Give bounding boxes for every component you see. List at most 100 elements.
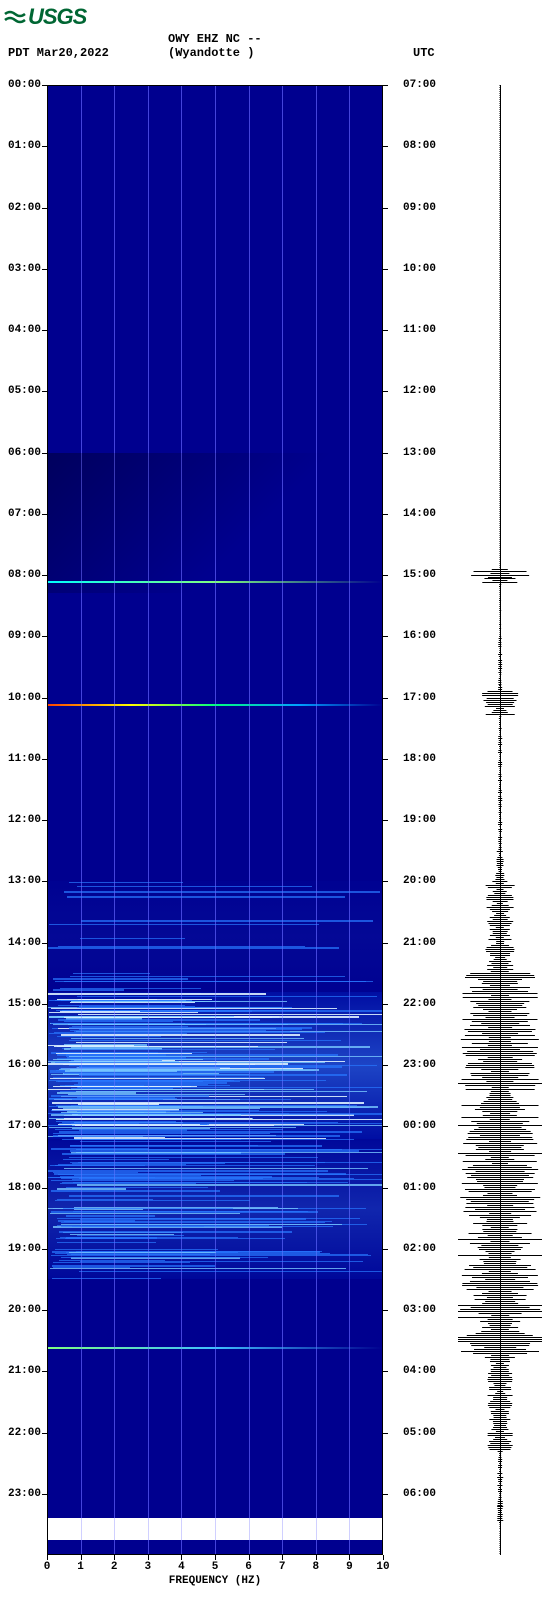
trace-spike [498,682,501,683]
trace-spike [500,463,501,464]
trace-spike [475,1209,525,1210]
trace-spike [500,167,501,168]
trace-spike [489,923,512,924]
trace-spike [499,776,502,777]
trace-spike [461,1039,539,1040]
x-axis-title: FREQUENCY (HZ) [169,1575,261,1587]
left-hour-label: 21:00 [8,1365,41,1377]
grid-line [249,85,250,1555]
trace-spike [466,1139,533,1140]
right-time-axis: 07:0008:0009:0010:0011:0012:0013:0014:00… [383,85,453,1555]
trace-spike [499,670,501,671]
trace-spike [498,824,502,825]
trace-spike [500,181,501,182]
trace-spike [497,863,503,864]
noise-streak [77,1184,383,1186]
trace-spike [462,1283,537,1284]
trace-spike [500,395,501,396]
trace-spike [465,977,535,978]
trace-spike [487,907,514,908]
header-station: OWY EHZ NC -- [168,32,262,46]
trace-spike [480,1321,520,1322]
grid-line [349,85,350,1555]
trace-spike [468,1063,532,1064]
trace-spike [500,489,501,490]
trace-spike [482,1327,518,1328]
trace-spike [500,297,501,298]
trace-spike [500,465,501,466]
trace-spike [492,569,508,570]
trace-spike [481,1023,519,1024]
left-hour-label: 05:00 [8,385,41,397]
x-tick [47,1555,48,1560]
trace-spike [500,437,501,438]
trace-spike [500,509,501,510]
left-hour-label: 18:00 [8,1182,41,1194]
trace-spike [486,1251,515,1252]
trace-spike [500,359,501,360]
trace-spike [491,1375,509,1376]
trace-spike [500,201,501,202]
trace-spike [500,135,501,136]
trace-spike [491,1091,509,1092]
trace-spike [488,1057,513,1058]
x-tick [383,1555,384,1560]
trace-spike [474,1129,526,1130]
left-tick [42,1065,47,1066]
trace-spike [500,253,501,254]
trace-spike [500,557,501,558]
right-tick [383,146,388,147]
trace-spike [500,323,501,324]
trace-spike [500,207,501,208]
trace-spike [500,559,501,560]
noise-streak [79,1001,205,1002]
x-tick-label: 1 [77,1561,84,1573]
trace-spike [498,766,501,767]
trace-spike [500,183,501,184]
trace-spike [499,831,502,832]
trace-spike [499,594,500,595]
trace-spike [489,1141,511,1142]
trace-spike [480,1217,520,1218]
trace-spike [500,153,501,154]
amplitude-trace [455,85,545,1555]
trace-spike [499,820,501,821]
trace-spike [458,1341,542,1342]
trace-spike [492,905,509,906]
trace-spike [500,325,501,326]
trace-spike [482,1273,518,1274]
trace-spike [473,1267,527,1268]
left-hour-label: 16:00 [8,1059,41,1071]
trace-spike [500,385,501,386]
noise-streak [57,1199,152,1200]
noise-streak [55,1200,251,1201]
trace-spike [489,1253,512,1254]
left-tick [42,575,47,576]
trace-spike [488,1319,513,1320]
trace-spike [458,1337,542,1338]
x-tick [215,1555,216,1560]
trace-spike [500,125,501,126]
trace-spike [496,873,504,874]
trace-spike [468,1137,532,1138]
trace-spike [500,379,501,380]
right-hour-label: 18:00 [403,753,436,765]
trace-spike [500,525,501,526]
right-tick [383,1433,388,1434]
trace-spike [488,887,512,888]
noise-streak [52,1278,161,1279]
left-tick [42,146,47,147]
trace-spike [482,695,518,696]
trace-spike [500,477,501,478]
trace-spike [500,401,501,402]
trace-spike [486,885,515,886]
trace-spike [490,573,509,574]
grid-line [81,85,82,1555]
trace-spike [498,869,502,870]
trace-spike [500,313,501,314]
trace-spike [466,975,534,976]
trace-spike [500,337,501,338]
noise-streak [80,938,185,939]
trace-spike [500,287,501,288]
trace-spike [489,1151,511,1152]
